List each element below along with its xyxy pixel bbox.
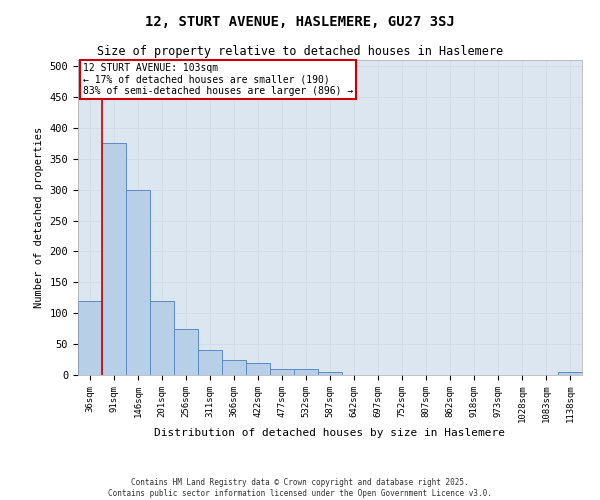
- Text: Size of property relative to detached houses in Haslemere: Size of property relative to detached ho…: [97, 45, 503, 58]
- Bar: [198, 350, 222, 375]
- Bar: [78, 301, 102, 375]
- Bar: [222, 360, 246, 375]
- Bar: [318, 372, 342, 375]
- Text: Contains HM Land Registry data © Crown copyright and database right 2025.
Contai: Contains HM Land Registry data © Crown c…: [108, 478, 492, 498]
- Bar: [558, 372, 582, 375]
- X-axis label: Distribution of detached houses by size in Haslemere: Distribution of detached houses by size …: [155, 428, 505, 438]
- Bar: [246, 362, 270, 375]
- Bar: [174, 328, 198, 375]
- Bar: [102, 144, 126, 375]
- Bar: [294, 369, 318, 375]
- Text: 12 STURT AVENUE: 103sqm
← 17% of detached houses are smaller (190)
83% of semi-d: 12 STURT AVENUE: 103sqm ← 17% of detache…: [83, 63, 353, 96]
- Bar: [150, 301, 174, 375]
- Bar: [270, 369, 294, 375]
- Y-axis label: Number of detached properties: Number of detached properties: [34, 127, 44, 308]
- Text: 12, STURT AVENUE, HASLEMERE, GU27 3SJ: 12, STURT AVENUE, HASLEMERE, GU27 3SJ: [145, 15, 455, 29]
- Bar: [126, 190, 150, 375]
